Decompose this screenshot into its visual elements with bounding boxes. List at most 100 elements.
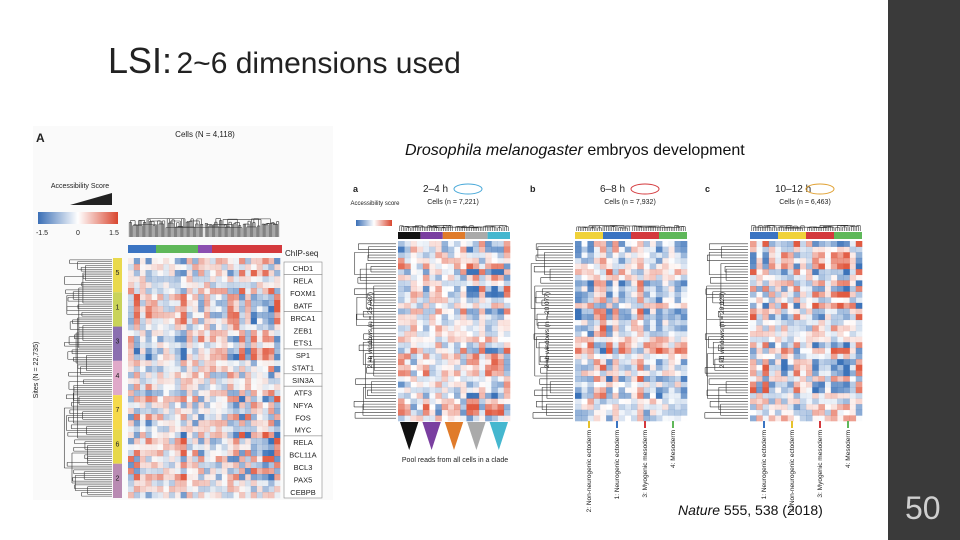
heat-cell <box>268 432 275 439</box>
heat-cell <box>244 258 252 265</box>
heat-cell <box>181 276 187 282</box>
heat-cell <box>762 291 769 298</box>
heat-cell <box>128 324 135 331</box>
heat-cell <box>472 398 480 405</box>
dendro-branch <box>359 268 396 281</box>
dendro-branch <box>68 381 112 390</box>
heat-cell <box>472 347 480 354</box>
dendro-branch <box>772 226 777 231</box>
heat-cell <box>233 378 240 385</box>
heat-cell <box>812 257 819 264</box>
heat-cell <box>256 408 263 415</box>
dendro-branch <box>78 287 112 349</box>
dendro-branch <box>724 266 748 273</box>
heat-cell <box>680 387 688 394</box>
heat-cell <box>581 302 588 309</box>
heat-cell <box>674 342 682 349</box>
heat-cell <box>762 354 769 360</box>
heat-cell <box>262 258 269 265</box>
heat-cell <box>168 360 176 367</box>
heat-cell <box>435 347 442 354</box>
heat-cell <box>575 404 582 411</box>
heat-cell <box>472 325 480 332</box>
heat-cell <box>262 438 269 445</box>
cluster-bar <box>113 360 122 396</box>
heat-cell <box>268 420 275 427</box>
dendro-branch <box>213 224 233 237</box>
heat-cell <box>624 252 632 259</box>
heat-cell <box>128 474 135 481</box>
heat-cell <box>855 314 863 321</box>
heat-cell <box>128 456 135 463</box>
heat-cell <box>799 286 807 292</box>
heat-cell <box>674 370 682 377</box>
heat-cell <box>128 312 135 319</box>
heat-cell <box>174 258 181 265</box>
heat-cell <box>631 376 638 382</box>
heat-cell <box>575 347 582 354</box>
heat-cell <box>268 348 275 355</box>
heat-cell <box>750 353 757 360</box>
heat-cell <box>625 387 632 393</box>
heat-cell <box>244 324 252 331</box>
heat-cell <box>268 336 275 343</box>
heat-cell <box>416 409 424 416</box>
heat-cell <box>466 325 473 332</box>
heat-cell <box>169 288 175 294</box>
heat-cell <box>151 306 158 313</box>
heat-cell <box>472 314 480 321</box>
dendro-branch <box>253 218 259 237</box>
dendro-branch <box>371 381 396 394</box>
heat-cell <box>128 276 135 283</box>
heat-cell <box>163 468 170 475</box>
heat-cell <box>227 468 234 475</box>
heat-cell <box>781 274 788 281</box>
heat-cell <box>145 462 152 469</box>
heat-cell <box>233 294 240 301</box>
heat-cell <box>587 381 594 388</box>
heat-cell <box>491 269 498 276</box>
heat-cell <box>637 274 644 281</box>
heat-cell <box>503 280 511 287</box>
heat-cell <box>662 387 669 394</box>
heat-cell <box>429 404 436 410</box>
heat-cell <box>274 462 281 469</box>
heat-cell <box>799 381 807 388</box>
heat-cell <box>151 312 158 319</box>
dendro-branch <box>222 219 262 237</box>
heat-cell <box>637 336 644 343</box>
heat-cell <box>806 286 813 292</box>
heat-cell <box>180 486 187 493</box>
heat-cell <box>244 354 252 361</box>
heat-cell <box>594 354 601 360</box>
heat-cell <box>239 348 246 355</box>
heat-cell <box>429 331 436 337</box>
heat-cell <box>186 450 193 457</box>
heat-cell <box>637 364 644 371</box>
heat-cell <box>855 381 863 388</box>
heat-cell <box>662 415 669 422</box>
heat-cell <box>180 396 187 403</box>
heat-cell <box>793 381 801 388</box>
heat-cell <box>447 325 455 332</box>
heat-cell <box>799 336 807 343</box>
heat-cell <box>145 390 152 397</box>
heat-cell <box>787 359 794 365</box>
gene-box <box>283 311 323 350</box>
heat-cell <box>472 269 480 276</box>
heat-cell <box>454 342 461 349</box>
heat-cell <box>251 276 257 282</box>
heat-cell <box>668 303 675 309</box>
heat-cell <box>447 347 455 354</box>
heat-cell <box>151 450 158 457</box>
heat-cell <box>485 314 492 321</box>
heat-cell <box>655 246 663 253</box>
heat-cell <box>239 282 246 289</box>
heat-cell <box>818 319 825 326</box>
heat-cell <box>262 420 269 427</box>
heat-cell <box>274 336 281 343</box>
heat-cell <box>806 269 813 276</box>
heat-cell <box>262 474 269 481</box>
heat-cell <box>262 486 269 493</box>
dendro-branch <box>504 226 509 231</box>
